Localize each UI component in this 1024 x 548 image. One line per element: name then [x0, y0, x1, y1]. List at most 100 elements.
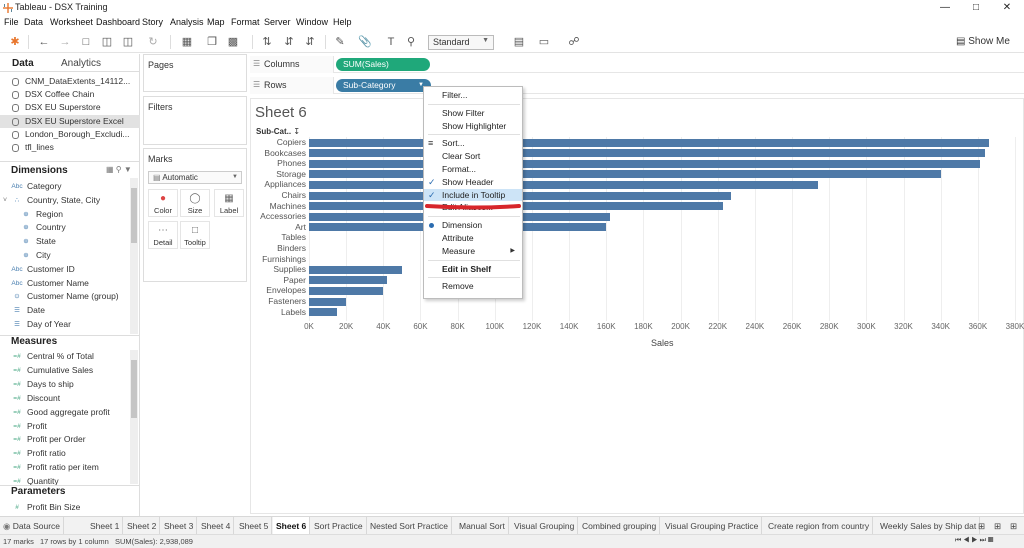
- menu-help[interactable]: Help: [333, 17, 352, 27]
- parameter-item[interactable]: # Profit Bin Size: [0, 501, 130, 514]
- menu-item-dimension[interactable]: Dimension: [424, 219, 522, 231]
- menu-worksheet[interactable]: Worksheet: [50, 17, 93, 27]
- measure-item[interactable]: =# Profit: [0, 420, 130, 433]
- tab-sheet-2[interactable]: Sheet 2: [124, 517, 161, 535]
- pager-icon[interactable]: ⏮ ◀ ▶ ⏭ ▦: [955, 537, 994, 544]
- measure-item[interactable]: =# Profit ratio per item: [0, 461, 130, 474]
- menu-item-format[interactable]: Format...: [424, 163, 522, 175]
- tab-visual-grouping-practice[interactable]: Visual Grouping Practice: [662, 517, 763, 535]
- show-me-button[interactable]: ▤ Show Me: [956, 36, 1010, 47]
- menu-server[interactable]: Server: [264, 17, 291, 27]
- save-icon[interactable]: □: [82, 36, 90, 48]
- measure-item[interactable]: =# Good aggregate profit: [0, 406, 130, 419]
- fix-axes-icon[interactable]: ⚲: [406, 36, 416, 48]
- detail-button[interactable]: ⋯ Detail: [148, 221, 178, 249]
- tab-sort-practice[interactable]: Sort Practice: [311, 517, 367, 535]
- menu-item-show-header[interactable]: ✓ Show Header: [424, 176, 522, 188]
- tab-analytics[interactable]: Analytics: [61, 58, 102, 69]
- tab-data[interactable]: Data: [12, 58, 34, 69]
- row-header-label[interactable]: Sub-Cat.. ↧: [256, 127, 300, 136]
- tab-sheet-1[interactable]: Sheet 1: [87, 517, 124, 535]
- new-dashboard-icon[interactable]: ⊞: [994, 521, 1002, 531]
- swap-icon[interactable]: ⇅: [262, 36, 272, 48]
- tooltip-button[interactable]: □ Tooltip: [180, 221, 210, 249]
- tab-create-region-from-country[interactable]: Create region from country: [765, 517, 874, 535]
- size-button[interactable]: ◯ Size: [180, 189, 210, 217]
- menu-item-sort[interactable]: ≡ Sort...: [424, 137, 522, 149]
- menu-item-show-highlighter[interactable]: Show Highlighter: [424, 120, 522, 132]
- sort-ascending-icon[interactable]: ⇵: [284, 36, 294, 48]
- tab-sheet-4[interactable]: Sheet 4: [198, 517, 235, 535]
- tab-visual-grouping[interactable]: Visual Grouping: [511, 517, 579, 535]
- columns-shelf[interactable]: ☰ Columns SUM(Sales): [250, 56, 1024, 73]
- show-cards-icon[interactable]: ▤: [513, 36, 525, 48]
- duplicate-sheet-icon[interactable]: ❐: [207, 36, 217, 48]
- menu-window[interactable]: Window: [296, 17, 329, 27]
- new-story-icon[interactable]: ⊞: [1010, 521, 1018, 531]
- pages-card[interactable]: Pages: [143, 54, 247, 92]
- tab-weekly-sales-by-ship-dat[interactable]: Weekly Sales by Ship dat: [877, 517, 981, 535]
- measure-item[interactable]: =# Days to ship: [0, 378, 130, 391]
- menu-item-filter[interactable]: Filter...: [424, 89, 522, 101]
- data-source-item[interactable]: London_Borough_Excludi...: [0, 128, 140, 141]
- dimension-item[interactable]: Abc Customer Name: [0, 277, 130, 290]
- data-source-item[interactable]: DSX EU Superstore: [0, 101, 140, 114]
- menu-item-attribute[interactable]: Attribute: [424, 232, 522, 244]
- measure-item[interactable]: =# Quantity: [0, 475, 130, 488]
- tab-sheet-3[interactable]: Sheet 3: [161, 517, 198, 535]
- measure-item[interactable]: =# Central % of Total: [0, 350, 130, 363]
- dimensions-scrollbar[interactable]: [130, 178, 138, 334]
- menu-item-include-in-tooltip[interactable]: ✓ Include in Tooltip: [424, 188, 522, 201]
- clear-sheet-icon[interactable]: ▩: [227, 36, 239, 48]
- measure-item[interactable]: =# Discount: [0, 392, 130, 405]
- presentation-icon[interactable]: ▭: [538, 36, 550, 48]
- refresh-icon[interactable]: ↻: [148, 36, 158, 48]
- sort-icon[interactable]: ↧: [293, 127, 301, 136]
- dimension-item[interactable]: ⊙ Customer Name (group): [0, 290, 130, 303]
- data-source-item[interactable]: CNM_DataExtents_14112...: [0, 75, 140, 88]
- dimension-item[interactable]: ☰ Date: [0, 304, 130, 317]
- menu-analysis[interactable]: Analysis: [170, 17, 204, 27]
- measures-scrollbar[interactable]: [130, 350, 138, 484]
- dimension-item[interactable]: ⊕ City: [0, 249, 130, 262]
- chevron-down-icon[interactable]: ˅: [3, 196, 8, 204]
- mark-type-select[interactable]: ▤ Automatic ▼: [148, 171, 242, 184]
- close-icon[interactable]: ✕: [1002, 2, 1012, 13]
- highlight-icon[interactable]: ✎: [335, 36, 345, 48]
- dimension-item[interactable]: ⊕ Country: [0, 221, 130, 234]
- rows-shelf[interactable]: ☰ Rows Sub-Category ▼: [250, 77, 1024, 94]
- columns-pill[interactable]: SUM(Sales): [336, 58, 430, 71]
- filters-card[interactable]: Filters: [143, 96, 247, 145]
- dimensions-options-icon[interactable]: ▦ ⚲ ▼: [106, 165, 132, 174]
- menu-file[interactable]: File: [4, 17, 19, 27]
- new-worksheet-icon[interactable]: ▦: [181, 36, 193, 48]
- scroll-thumb[interactable]: [131, 188, 137, 243]
- tableau-home-icon[interactable]: ✱: [10, 36, 20, 48]
- menu-map[interactable]: Map: [207, 17, 225, 27]
- measure-item[interactable]: =# Profit per Order: [0, 433, 130, 446]
- fit-select[interactable]: Standard ▼: [428, 35, 494, 50]
- tab-sheet-6[interactable]: Sheet 6: [273, 517, 311, 535]
- undo-icon[interactable]: ←: [38, 36, 50, 48]
- dimension-item[interactable]: Abc Category: [0, 180, 130, 193]
- tab-data-source[interactable]: ◉ Data Source: [0, 517, 65, 535]
- dimension-item[interactable]: Abc Customer ID: [0, 263, 130, 276]
- tab-combined-grouping[interactable]: Combined grouping: [579, 517, 661, 535]
- measure-item[interactable]: =# Profit ratio: [0, 447, 130, 460]
- data-source-item[interactable]: tfl_lines: [0, 141, 140, 154]
- share-icon[interactable]: ☍: [568, 36, 580, 48]
- dimension-item[interactable]: ˅ ∴ Country, State, City: [0, 194, 130, 207]
- color-button[interactable]: ● Color: [148, 189, 178, 217]
- menu-story[interactable]: Story: [142, 17, 164, 27]
- tab-manual-sort[interactable]: Manual Sort: [456, 517, 509, 535]
- group-icon[interactable]: 📎: [358, 36, 372, 48]
- new-worksheet-icon[interactable]: ⊞: [978, 521, 986, 531]
- menu-data[interactable]: Data: [24, 17, 44, 27]
- labels-icon[interactable]: T: [387, 36, 395, 48]
- label-button[interactable]: ▦ Label: [214, 189, 244, 217]
- dimension-item[interactable]: ☰ Day of Year: [0, 318, 130, 331]
- data-source-item[interactable]: DSX Coffee Chain: [0, 88, 140, 101]
- dimension-item[interactable]: ⊕ Region: [0, 208, 130, 221]
- data-source-item[interactable]: DSX EU Superstore Excel: [0, 114, 140, 128]
- pause-updates-icon[interactable]: ◫: [122, 36, 134, 48]
